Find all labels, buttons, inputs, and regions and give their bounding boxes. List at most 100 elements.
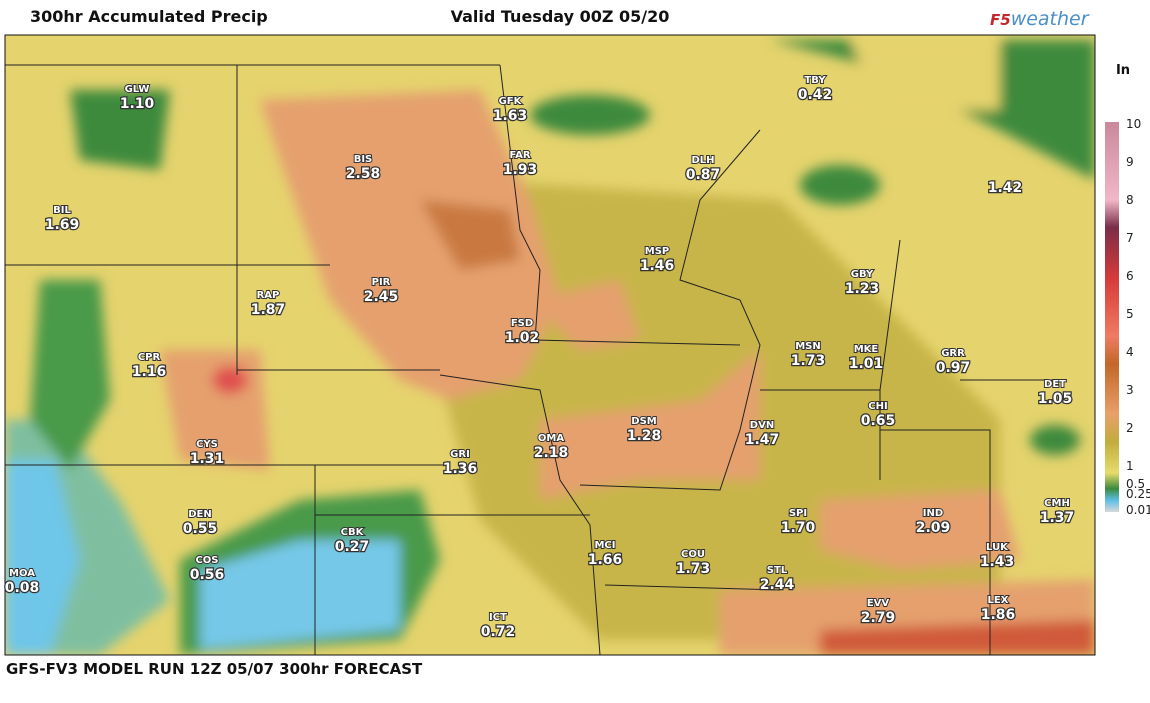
station-value: 1.46 [640, 258, 675, 274]
station-code: TBY [804, 75, 826, 86]
station-code: DLH [691, 155, 714, 166]
station-value: 2.44 [760, 577, 795, 593]
station-value: 1.02 [505, 330, 540, 346]
station-code: MCI [594, 540, 615, 551]
station-value: 1.10 [120, 96, 155, 112]
footer: GFS-FV3 MODEL RUN 12Z 05/07 300hr FORECA… [6, 660, 423, 678]
station-code: MKE [854, 344, 879, 355]
station-code: COU [681, 549, 705, 560]
station-value: 0.56 [190, 567, 225, 583]
station-code: MOA [9, 568, 35, 579]
legend-tick-label: 5 [1126, 307, 1134, 321]
station-code: DEN [188, 509, 212, 520]
legend-tick-label: 6 [1126, 269, 1134, 283]
station-value: 2.45 [364, 289, 399, 305]
map-frame [4, 34, 1096, 656]
station-code: GFK [499, 96, 523, 107]
logo-prefix: F5 [990, 11, 1011, 29]
station-value: 1.28 [627, 428, 662, 444]
station-value: 1.93 [503, 162, 538, 178]
legend-tick-label: 9 [1126, 155, 1134, 169]
legend-tick-label: 8 [1126, 193, 1134, 207]
station-value: 1.31 [190, 451, 225, 467]
station-code: GRR [941, 348, 965, 359]
station-code: DVN [750, 420, 774, 431]
station-value: 0.87 [686, 167, 721, 183]
logo: F5weather [990, 8, 1090, 30]
station-value: 1.63 [493, 108, 528, 124]
station-code: CBK [341, 527, 365, 538]
state-borders [5, 64, 1060, 655]
station-code: ICT [489, 612, 507, 623]
station-value: 1.23 [845, 281, 880, 297]
station-value: 1.73 [676, 561, 711, 577]
legend-colorbar [1105, 122, 1119, 512]
station-value: 1.70 [781, 520, 816, 536]
station-code: GBY [851, 269, 874, 280]
legend-tick-label: 4 [1126, 345, 1134, 359]
station-code: CHI [868, 401, 887, 412]
stations: GLW1.10BIL1.69GFK1.63FAR1.93BIS2.58TBY0.… [3, 74, 1075, 641]
station-value: 0.55 [183, 521, 218, 537]
station-value: 1.87 [251, 302, 286, 318]
station-code: COS [195, 555, 218, 566]
station-code: IND [923, 508, 943, 519]
station-value: 1.86 [981, 607, 1016, 623]
station-value: 1.73 [791, 353, 826, 369]
station-code: GRI [450, 449, 470, 460]
station-code: CPR [138, 352, 161, 363]
station-code: SPI [789, 508, 807, 519]
station-value: 0.42 [798, 87, 833, 103]
legend-tick-label: 7 [1126, 231, 1134, 245]
station-value: 1.36 [443, 461, 478, 477]
station-code: CMH [1044, 498, 1070, 509]
station-code: BIL [53, 205, 71, 216]
station-value: 1.16 [132, 364, 167, 380]
station-value: 1.69 [45, 217, 80, 233]
station-code: GLW [125, 84, 150, 95]
legend-tick-label: 3 [1126, 383, 1134, 397]
valid-time: Valid Tuesday 00Z 05/20 [451, 7, 670, 26]
station-value: 0.27 [335, 539, 370, 555]
title: 300hr Accumulated Precip [30, 7, 268, 26]
logo-suffix: weather [1011, 8, 1090, 30]
station-value: 2.18 [534, 445, 569, 461]
precip-field [5, 35, 1095, 655]
station-value: 0.08 [5, 580, 40, 596]
station-code: PIR [372, 277, 391, 288]
station-value: 1.47 [745, 432, 780, 448]
station-value: 1.01 [849, 356, 884, 372]
station-code: MSP [645, 246, 669, 257]
legend-ticks: 10 9 8 7 6 5 4 3 2 1 0.50.25 0.01 [1126, 117, 1150, 517]
station-value: 1.66 [588, 552, 623, 568]
station-code: BIS [354, 154, 373, 165]
station-value: 2.58 [346, 166, 381, 182]
legend-unit: In [1116, 63, 1130, 78]
station-code: LUK [986, 542, 1009, 553]
station-value: 2.79 [861, 610, 896, 626]
legend-tick-label: 0.25 [1126, 487, 1150, 501]
station-value: 2.09 [916, 520, 951, 536]
station-code: MSN [795, 341, 821, 352]
station-code: EVV [867, 598, 890, 609]
station-value: 0.65 [861, 413, 896, 429]
legend-tick-label: 2 [1126, 421, 1134, 435]
legend-tick-label: 10 [1126, 117, 1141, 131]
station-code: CYS [196, 439, 218, 450]
station-value: 1.05 [1038, 391, 1073, 407]
station-code: OMA [538, 433, 564, 444]
station-code: LEX [988, 595, 1009, 606]
station-value: 0.97 [936, 360, 971, 376]
station-value: 1.37 [1040, 510, 1075, 526]
station-code: DET [1044, 379, 1066, 390]
station-code: FAR [509, 150, 530, 161]
station-code: DSM [631, 416, 657, 427]
station-value: 0.72 [481, 624, 516, 640]
station-code: FSD [511, 318, 533, 329]
legend-tick-label: 0.01 [1126, 503, 1150, 517]
station-code: STL [767, 565, 788, 576]
station-code: RAP [257, 290, 280, 301]
station-value: 1.43 [980, 554, 1015, 570]
legend-tick-label: 1 [1126, 459, 1134, 473]
